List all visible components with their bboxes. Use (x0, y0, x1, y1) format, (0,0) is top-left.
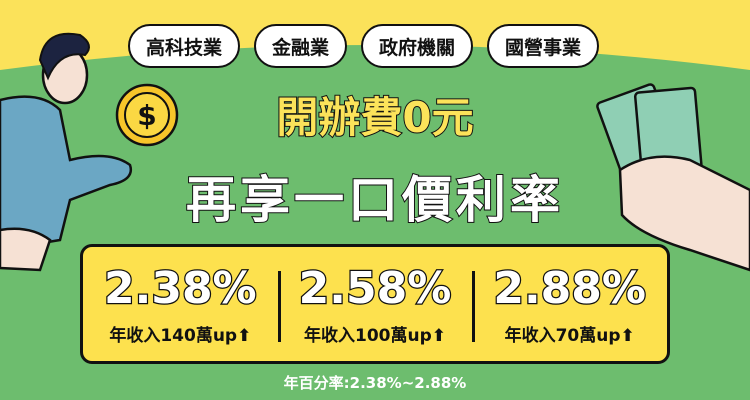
rate-tier: 2.88% 年收入70萬up⬆ (472, 261, 667, 346)
headline-line2: 再享一口價利率 (185, 170, 564, 230)
rate-tier: 2.38% 年收入140萬up⬆ (83, 261, 278, 346)
apr-note: 年百分率:2.38%~2.88% (283, 374, 467, 392)
coin-icon: $ (115, 83, 179, 147)
tag-state-enterprise: 國營事業 (487, 24, 600, 68)
man-illustration (0, 32, 133, 272)
rate-tier: 2.58% 年收入100萬up⬆ (277, 261, 473, 346)
headline-line1: 開辦費0元 (275, 92, 474, 143)
rate-value: 2.38% (103, 261, 258, 315)
rate-condition: 年收入70萬up⬆ (504, 325, 635, 346)
rate-condition: 年收入140萬up⬆ (109, 325, 252, 346)
rate-condition: 年收入100萬up⬆ (304, 325, 447, 346)
tag-high-tech: 高科技業 (128, 24, 241, 68)
rate-value: 2.88% (492, 261, 647, 315)
rates-panel: 2.38% 年收入140萬up⬆ 2.58% 年收入100萬up⬆ 2.88% … (80, 244, 670, 364)
tag-government: 政府機關 (361, 24, 474, 68)
svg-text:$: $ (137, 99, 156, 132)
tag-finance: 金融業 (254, 24, 348, 68)
rate-value: 2.58% (297, 261, 452, 315)
hand-with-cash-illustration (596, 83, 750, 272)
industry-tags: 高科技業 金融業 政府機關 國營事業 (128, 24, 600, 68)
